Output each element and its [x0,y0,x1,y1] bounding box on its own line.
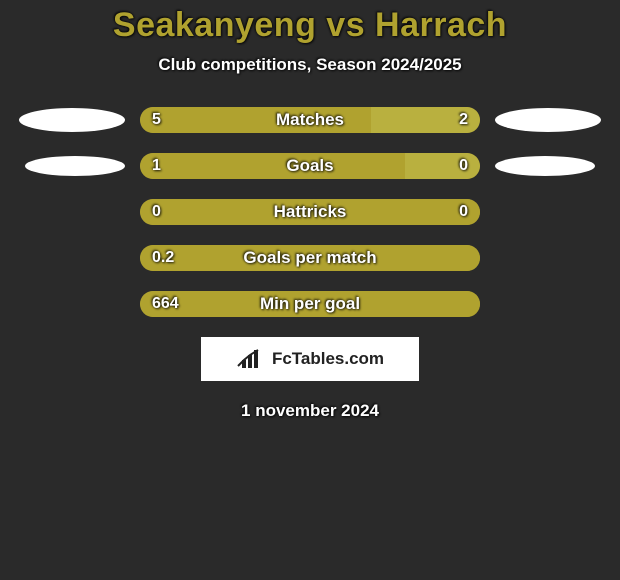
stat-left-value: 0.2 [152,249,174,267]
page-title: Seakanyeng vs Harrach [0,0,620,45]
stat-left-value: 0 [152,203,161,221]
stat-label: Hattricks [274,202,347,222]
stat-row: 5 Matches 2 [0,107,620,133]
stat-left-value: 5 [152,111,161,129]
player-right-ellipse [495,108,601,132]
stat-label: Goals per match [243,248,376,268]
stat-bar: 0 Hattricks 0 [140,199,480,225]
stat-label: Goals [286,156,333,176]
stat-label: Matches [276,110,344,130]
stat-row: 664 Min per goal [0,291,620,317]
stat-right-value: 2 [459,111,468,129]
player-left-ellipse [19,108,125,132]
chart-container: Seakanyeng vs Harrach Club competitions,… [0,0,620,580]
player-right-ellipse [495,156,595,176]
branding-text: FcTables.com [272,349,384,369]
stat-row: 0.2 Goals per match [0,245,620,271]
stat-left-value: 1 [152,157,161,175]
stat-bar: 1 Goals 0 [140,153,480,179]
stat-bar: 5 Matches 2 [140,107,480,133]
stat-right-value: 0 [459,157,468,175]
stat-bar-right-fill [405,153,480,179]
branding-badge: FcTables.com [201,337,419,381]
stat-bar: 0.2 Goals per match [140,245,480,271]
stat-row: 1 Goals 0 [0,153,620,179]
stat-bar: 664 Min per goal [140,291,480,317]
stat-right-value: 0 [459,203,468,221]
stat-row: 0 Hattricks 0 [0,199,620,225]
stat-left-value: 664 [152,295,179,313]
date-label: 1 november 2024 [0,401,620,421]
stat-rows-group: 5 Matches 2 1 Goals 0 0 Hattricks 0 0.2 Goals per … [0,107,620,317]
player-left-ellipse [25,156,125,176]
page-subtitle: Club competitions, Season 2024/2025 [0,55,620,75]
stat-bar-left-fill [140,153,405,179]
stat-label: Min per goal [260,294,360,314]
bar-chart-icon [236,348,266,370]
